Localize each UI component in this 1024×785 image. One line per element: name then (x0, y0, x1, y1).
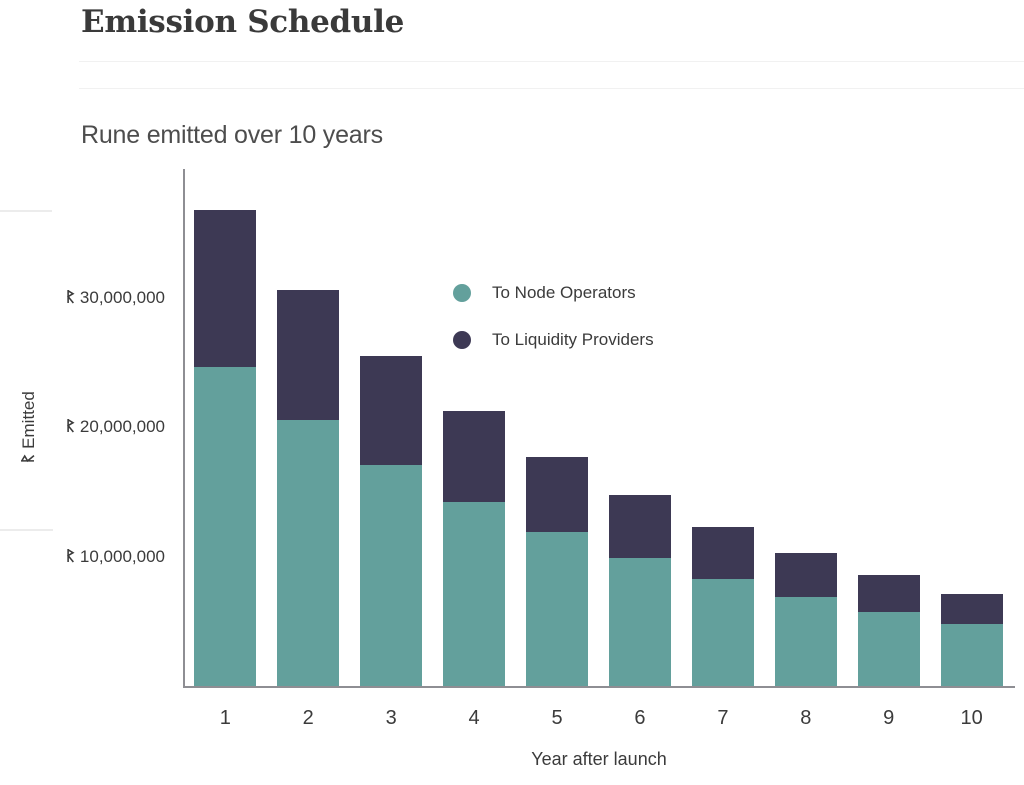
x-tick-label-5: 5 (551, 707, 563, 729)
y-tick-label-10000000: 10,000,000 (0, 547, 165, 567)
bar-node-operators-year-7 (691, 579, 754, 686)
x-axis-title: Year after launch (531, 749, 667, 769)
bar-node-operators-year-10 (940, 624, 1003, 686)
rune-currency-icon (21, 454, 35, 462)
bar-liquidity-providers-year-7 (691, 526, 754, 580)
y-axis-line (183, 169, 185, 688)
rune-currency-icon (66, 419, 75, 433)
x-tick-label-6: 6 (634, 707, 646, 729)
legend-dot-icon (453, 284, 471, 302)
x-tick-label-2: 2 (302, 707, 314, 729)
legend-entry-to-node-operators: To Node Operators (453, 283, 636, 303)
page-title: Emission Schedule (81, 4, 405, 40)
bar-node-operators-year-1 (194, 367, 257, 686)
bar-liquidity-providers-year-8 (774, 553, 837, 598)
x-tick-label-7: 7 (717, 707, 729, 729)
page-edge-artifact-line (0, 210, 52, 212)
divider-line-bottom (79, 88, 1024, 89)
y-tick-label-30000000: 30,000,000 (0, 288, 165, 308)
bar-liquidity-providers-year-6 (608, 495, 671, 559)
y-axis-title: Emitted (19, 347, 39, 507)
bar-node-operators-year-8 (774, 597, 837, 686)
bar-liquidity-providers-year-4 (443, 410, 506, 502)
rune-currency-icon (66, 289, 75, 304)
legend-label: To Liquidity Providers (492, 330, 654, 349)
page-edge-artifact-line (0, 529, 53, 531)
bar-liquidity-providers-year-9 (857, 575, 920, 612)
bar-node-operators-year-5 (526, 532, 589, 686)
x-tick-label-1: 1 (219, 707, 231, 729)
bar-node-operators-year-9 (857, 611, 920, 686)
divider-line-top (79, 61, 1024, 62)
legend-entry-to-liquidity-providers: To Liquidity Providers (453, 330, 654, 350)
x-tick-label-8: 8 (800, 707, 812, 729)
chart-title: Rune emitted over 10 years (81, 121, 383, 149)
bar-liquidity-providers-year-5 (526, 456, 589, 533)
legend-dot-icon (453, 331, 471, 349)
x-tick-label-10: 10 (960, 707, 983, 729)
y-tick-label-20000000: 20,000,000 (0, 417, 165, 437)
x-tick-label-9: 9 (883, 707, 895, 729)
bar-node-operators-year-3 (360, 464, 423, 686)
x-tick-label-3: 3 (385, 707, 397, 729)
x-tick-label-4: 4 (468, 707, 480, 729)
bar-liquidity-providers-year-1 (194, 210, 257, 368)
x-axis-line (183, 686, 1015, 688)
bar-liquidity-providers-year-3 (360, 355, 423, 465)
rune-currency-icon (66, 548, 75, 563)
legend-label: To Node Operators (492, 283, 636, 302)
bar-liquidity-providers-year-10 (940, 593, 1003, 625)
bar-node-operators-year-2 (277, 420, 340, 686)
bar-node-operators-year-4 (443, 501, 506, 686)
bar-node-operators-year-6 (608, 558, 671, 686)
bar-liquidity-providers-year-2 (277, 289, 340, 421)
